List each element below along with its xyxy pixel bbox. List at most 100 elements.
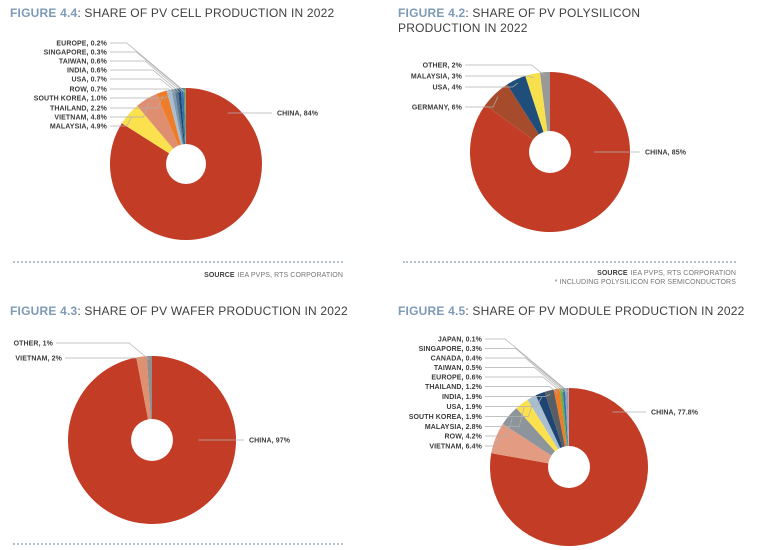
- leader-line-india: [110, 69, 180, 93]
- figure-title: FIGURE 4.4: SHARE OF PV CELL PRODUCTION …: [10, 6, 382, 21]
- figure-title-text: : SHARE OF PV POLYSILICON PRODUCTION IN …: [398, 6, 641, 35]
- pie-slice-vietnam: [136, 356, 152, 440]
- leader-line-thailand: [110, 95, 164, 109]
- figure-title: FIGURE 4.3: SHARE OF PV WAFER PRODUCTION…: [10, 304, 382, 319]
- donut-hole: [166, 144, 206, 184]
- pie-slice-usa: [507, 75, 550, 152]
- slice-label-row: ROW, 0.7%: [70, 86, 108, 93]
- slice-label-japan: JAPAN, 0.1%: [438, 336, 483, 343]
- dotted-divider: [403, 261, 736, 263]
- leader-line-vietnam: [485, 439, 500, 447]
- slice-label-usa: USA, 4%: [433, 84, 463, 91]
- figure-number: FIGURE 4.4: [10, 6, 78, 20]
- slice-label-india: INDIA, 1.9%: [442, 394, 483, 401]
- source-text: IEA PVPS, RTS CORPORATION: [237, 272, 343, 279]
- leader-line-germany: [465, 96, 499, 108]
- slice-label-vietnam: VIETNAM, 2%: [15, 355, 62, 362]
- pie-slice-other: [146, 356, 152, 440]
- slice-label-south-korea: SOUTH KOREA, 1.9%: [409, 414, 483, 421]
- slice-label-south-korea: SOUTH KOREA, 1.0%: [34, 95, 108, 102]
- figure-title: FIGURE 4.5: SHARE OF PV MODULE PRODUCTIO…: [398, 304, 778, 319]
- figure-panel-pv-polysilicon: FIGURE 4.2: SHARE OF PV POLYSILICON PROD…: [390, 0, 780, 300]
- leader-line-taiwan: [485, 367, 565, 393]
- leader-line-south-korea: [485, 400, 534, 417]
- slice-label-other: OTHER, 1%: [14, 340, 54, 347]
- figure-number: FIGURE 4.3: [10, 304, 78, 318]
- leader-line-singapore: [485, 348, 569, 393]
- figure-panel-pv-module: FIGURE 4.5: SHARE OF PV MODULE PRODUCTIO…: [390, 300, 780, 550]
- slice-label-malaysia: MALAYSIA, 3%: [411, 73, 463, 80]
- leader-line-india: [485, 394, 551, 397]
- figure-title-text: : SHARE OF PV CELL PRODUCTION IN 2022: [77, 6, 335, 20]
- donut-chart-pv-module: JAPAN, 0.1% SINGAPORE, 0.3% CANADA, 0.4% TA…: [409, 336, 699, 546]
- leader-line-canada: [485, 357, 567, 393]
- leader-line-europe: [110, 42, 186, 93]
- figure-title: FIGURE 4.2: SHARE OF PV POLYSILICON PROD…: [398, 6, 716, 36]
- source-note: * INCLUDING POLYSILICON FOR SEMICONDUCTO…: [554, 279, 736, 286]
- leader-line-japan: [485, 338, 570, 393]
- pie-slice-row: [502, 408, 569, 467]
- leader-line-singapore: [110, 51, 185, 93]
- dotted-divider: [13, 261, 343, 263]
- slice-label-germany: GERMANY, 6%: [412, 104, 463, 111]
- leader-line-south-korea: [110, 93, 171, 99]
- slice-label-singapore: SINGAPORE, 0.3%: [44, 49, 108, 56]
- source-label: SOURCE: [597, 270, 628, 277]
- slice-label-india: INDIA, 0.6%: [67, 67, 108, 74]
- figure-title-text: : SHARE OF PV MODULE PRODUCTION IN 2022: [465, 304, 745, 318]
- donut-hole: [529, 131, 571, 173]
- donut-hole: [131, 419, 173, 461]
- donut-chart-pv-polysilicon: OTHER, 2% MALAYSIA, 3% USA, 4% GERMANY, 6% C…: [411, 62, 687, 232]
- figure-panel-pv-wafer: FIGURE 4.3: SHARE OF PV WAFER PRODUCTION…: [0, 300, 390, 550]
- slice-label-vietnam: VIETNAM, 4.8%: [54, 114, 107, 121]
- slice-label-europe: EUROPE, 0.6%: [431, 374, 482, 381]
- slice-label-row: ROW, 4.2%: [445, 433, 483, 440]
- slice-label-taiwan: TAIWAN, 0.5%: [434, 365, 483, 372]
- slice-label-other: OTHER, 2%: [423, 62, 463, 69]
- leader-line-taiwan: [110, 60, 183, 93]
- leader-line-other: [56, 342, 150, 361]
- pie-slice-vietnam: [137, 93, 186, 164]
- leader-line-malaysia: [465, 75, 534, 79]
- slice-label-china: CHINA, 77.8%: [651, 409, 699, 416]
- slice-label-usa: USA, 1.9%: [446, 404, 482, 411]
- figure-title-text: : SHARE OF PV WAFER PRODUCTION IN 2022: [77, 304, 348, 318]
- figure-number: FIGURE 4.5: [398, 304, 466, 318]
- leader-line-malaysia: [485, 406, 525, 427]
- leader-line-europe: [485, 376, 562, 393]
- donut-chart-pv-wafer: OTHER, 1% VIETNAM, 2% CHINA, 97%: [14, 340, 291, 524]
- slice-label-malaysia: MALAYSIA, 4.9%: [50, 123, 108, 130]
- slice-label-china: CHINA, 85%: [645, 149, 687, 156]
- slice-label-europe: EUROPE, 0.2%: [56, 40, 107, 47]
- leader-line-row: [485, 418, 513, 437]
- figure-number: FIGURE 4.2: [398, 6, 466, 20]
- slice-label-thailand: THAILAND, 2.2%: [50, 105, 108, 112]
- slice-label-usa: USA, 0.7%: [71, 76, 107, 83]
- pie-slice-malaysia: [516, 399, 569, 467]
- donut-chart-pv-cell: EUROPE, 0.2% SINGAPORE, 0.3% TAIWAN, 0.6% I…: [34, 40, 319, 240]
- slice-label-malaysia: MALAYSIA, 2.8%: [425, 424, 483, 431]
- leader-line-thailand: [485, 386, 558, 394]
- slice-label-china: CHINA, 84%: [277, 110, 319, 117]
- source-caption: SOURCE IEA PVPS, RTS CORPORATION * INCLUD…: [555, 269, 736, 287]
- leader-line-usa: [485, 397, 542, 407]
- leader-line-vietnam: [65, 357, 143, 361]
- slice-label-singapore: SINGAPORE, 0.3%: [419, 346, 483, 353]
- pie-slice-vietnam: [491, 423, 569, 467]
- source-caption: SOURCE IEA PVPS, RTS CORPORATION: [204, 271, 343, 280]
- leader-line-vietnam: [110, 102, 149, 118]
- figure-panel-pv-cell: FIGURE 4.4: SHARE OF PV CELL PRODUCTION …: [0, 0, 390, 300]
- slice-label-thailand: THAILAND, 1.2%: [425, 384, 483, 391]
- slice-label-canada: CANADA, 0.4%: [431, 355, 483, 362]
- donut-hole: [548, 446, 590, 488]
- leader-line-usa: [110, 78, 178, 93]
- source-text: IEA PVPS, RTS CORPORATION: [630, 270, 736, 277]
- slice-label-china: CHINA, 97%: [249, 437, 291, 444]
- slice-label-vietnam: VIETNAM, 6.4%: [429, 443, 482, 450]
- pie-slice-malaysia: [121, 105, 186, 164]
- dotted-divider: [13, 543, 343, 545]
- source-label: SOURCE: [204, 272, 235, 279]
- leader-line-usa: [465, 82, 518, 88]
- leader-line-malaysia: [110, 116, 133, 127]
